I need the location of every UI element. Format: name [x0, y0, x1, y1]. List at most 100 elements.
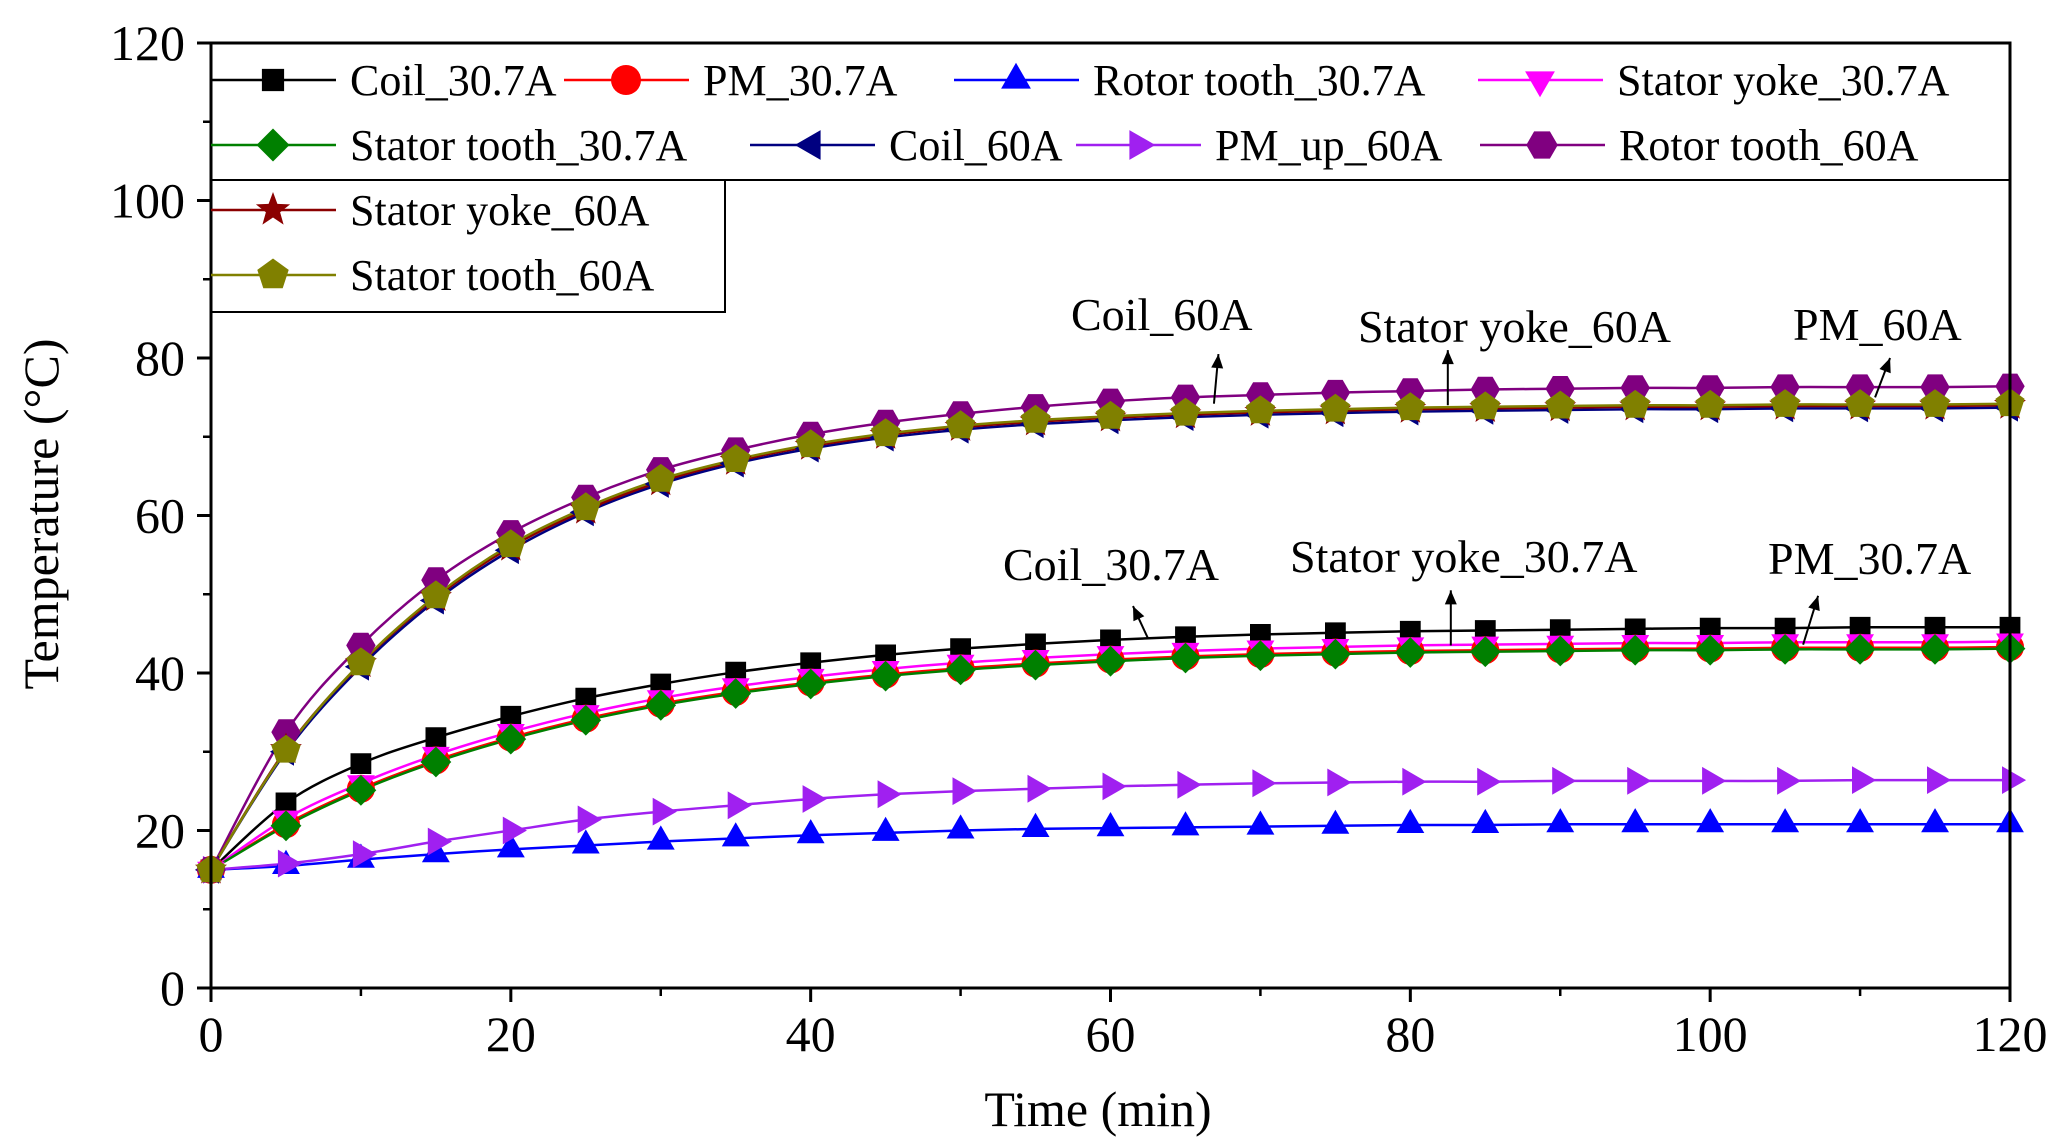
data-point-stator-tooth-30-7a-95	[1619, 634, 1651, 666]
data-point-stator-tooth-30-7a-65	[1170, 642, 1201, 674]
data-point-stator-tooth-30-7a-55	[1020, 649, 1051, 681]
data-point-stator-tooth-60a-50	[945, 410, 976, 439]
data-point-rotor-tooth-60a-115	[1920, 374, 1950, 400]
y-tick-label-120: 120	[110, 15, 185, 71]
data-point-rotor-tooth-30-7a-70	[1246, 810, 1275, 835]
legend-marker-pm-up-60a	[1129, 130, 1156, 160]
data-point-rotor-tooth-30-7a-100	[1696, 808, 1725, 833]
legend-label-coil-30-7a: Coil_30.7A	[350, 56, 557, 105]
y-axis-title: Temperature (°C)	[13, 338, 69, 689]
data-point-pm-up-60a-20	[502, 816, 527, 845]
data-point-pm-up-60a-5	[277, 849, 303, 878]
x-tick-label-80: 80	[1385, 1006, 1435, 1062]
data-point-pm-up-60a-35	[727, 791, 752, 820]
annotation-arrowhead-stator-yoke-30-7a	[1444, 590, 1457, 605]
data-point-pm-up-60a-90	[1552, 766, 1577, 795]
data-point-coil-30-7a-80	[1399, 620, 1421, 642]
data-point-rotor-tooth-30-7a-40	[796, 819, 825, 844]
data-point-rotor-tooth-30-7a-35	[721, 822, 750, 847]
data-point-stator-tooth-30-7a-20	[495, 723, 527, 755]
x-tick-label-40: 40	[786, 1006, 836, 1062]
data-point-rotor-tooth-60a-80	[1395, 378, 1425, 404]
annotation-label-pm-30-7a: PM_30.7A	[1768, 533, 1971, 584]
data-point-coil-30-7a-75	[1325, 622, 1346, 644]
data-point-coil-30-7a-45	[875, 644, 896, 666]
data-point-stator-tooth-60a-60	[1095, 400, 1126, 429]
legend-label-stator-yoke-60a: Stator yoke_60A	[350, 186, 650, 235]
data-point-stator-tooth-30-7a-5	[270, 810, 302, 842]
data-point-coil-30-7a-35	[725, 661, 747, 683]
x-tick-label-20: 20	[486, 1006, 536, 1062]
data-point-rotor-tooth-30-7a-85	[1471, 808, 1500, 833]
data-point-coil-30-7a-85	[1474, 620, 1496, 641]
data-point-pm-up-60a-85	[1477, 767, 1502, 796]
data-point-pm-up-60a-30	[652, 797, 677, 826]
data-point-pm-up-60a-70	[1252, 769, 1277, 798]
data-point-stator-tooth-60a-35	[721, 444, 751, 472]
legend-label-stator-tooth-30-7a: Stator tooth_30.7A	[350, 121, 688, 170]
data-point-rotor-tooth-30-7a-115	[1921, 808, 1949, 833]
data-point-rotor-tooth-30-7a-95	[1621, 808, 1650, 833]
data-point-coil-30-7a-110	[1849, 616, 1871, 638]
legend-label-rotor-tooth-60a: Rotor tooth_60A	[1619, 121, 1919, 170]
data-point-rotor-tooth-30-7a-55	[1021, 812, 1050, 837]
data-point-coil-30-7a-55	[1025, 633, 1046, 655]
data-point-coil-30-7a-5	[275, 792, 297, 814]
data-point-stator-tooth-60a-100	[1695, 389, 1725, 418]
data-point-rotor-tooth-60a-100	[1695, 375, 1725, 401]
data-point-stator-tooth-30-7a-100	[1694, 634, 1726, 666]
data-point-stator-tooth-60a-45	[871, 418, 901, 447]
legend-label-rotor-tooth-30-7a: Rotor tooth_30.7A	[1093, 56, 1426, 105]
legend-label-stator-tooth-60a: Stator tooth_60A	[350, 251, 655, 300]
data-point-rotor-tooth-60a-110	[1845, 374, 1875, 400]
data-point-stator-tooth-60a-105	[1770, 389, 1800, 417]
data-point-coil-30-7a-40	[800, 652, 822, 674]
data-point-stator-tooth-30-7a-30	[645, 689, 677, 721]
legend: Coil_30.7A PM_30.7A Rotor tooth_30.7A Stato…	[211, 56, 2010, 313]
data-point-rotor-tooth-30-7a-25	[571, 829, 600, 854]
data-point-rotor-tooth-30-7a-110	[1846, 808, 1874, 833]
data-point-stator-tooth-60a-70	[1245, 395, 1276, 424]
annotation-label-pm-60a: PM_60A	[1793, 299, 1962, 350]
annotation-label-stator-yoke-30-7a: Stator yoke_30.7A	[1290, 531, 1638, 582]
data-point-coil-30-7a-30	[650, 673, 672, 695]
data-point-pm-up-60a-100	[1702, 766, 1727, 795]
data-point-coil-30-7a-90	[1549, 619, 1571, 641]
data-point-pm-up-60a-10	[352, 840, 377, 869]
y-tick-label-20: 20	[135, 803, 185, 859]
legend-marker-stator-yoke-30-7a	[1525, 71, 1555, 98]
data-point-rotor-tooth-60a-10	[346, 632, 376, 659]
data-point-pm-up-60a-75	[1327, 768, 1352, 797]
data-point-coil-30-7a-115	[1924, 616, 1946, 638]
data-point-stator-tooth-60a-65	[1170, 397, 1201, 426]
data-point-rotor-tooth-60a-95	[1620, 375, 1650, 401]
data-point-stator-tooth-60a-15	[421, 580, 451, 609]
data-point-stator-tooth-30-7a-75	[1320, 638, 1351, 670]
data-point-pm-up-60a-65	[1177, 770, 1202, 799]
legend-marker-stator-tooth-60a	[257, 258, 289, 289]
data-point-rotor-tooth-30-7a-75	[1321, 809, 1350, 834]
data-point-rotor-tooth-60a-75	[1320, 379, 1351, 406]
data-point-coil-30-7a-10	[350, 753, 372, 774]
data-point-stator-tooth-60a-90	[1545, 390, 1575, 419]
data-point-rotor-tooth-60a-5	[271, 719, 301, 745]
data-point-stator-tooth-60a-80	[1395, 392, 1425, 421]
plot-series-markers	[194, 373, 2027, 886]
annotation-label-coil-30-7a: Coil_30.7A	[1003, 539, 1219, 590]
data-point-pm-up-60a-105	[1777, 766, 1802, 795]
legend-marker-rotor-tooth-30-7a	[1001, 62, 1031, 89]
data-point-pm-up-60a-120	[2002, 766, 2027, 794]
data-point-stator-tooth-30-7a-90	[1544, 635, 1576, 667]
data-point-stator-tooth-60a-95	[1620, 389, 1650, 418]
y-tick-label-0: 0	[160, 960, 185, 1016]
data-point-rotor-tooth-30-7a-105	[1771, 808, 1800, 833]
data-point-stator-tooth-30-7a-45	[870, 660, 901, 692]
annotation-arrowhead-stator-yoke-60a	[1441, 350, 1454, 365]
y-tick-label-40: 40	[135, 645, 185, 701]
axes: 0 20 40 60 80 100 120 0 20 40 60 80 100 120	[110, 15, 2048, 1062]
data-point-pm-up-60a-25	[577, 805, 602, 834]
annotation-arrowhead-pm-60a	[1879, 358, 1891, 374]
data-point-coil-30-7a-15	[425, 727, 447, 748]
